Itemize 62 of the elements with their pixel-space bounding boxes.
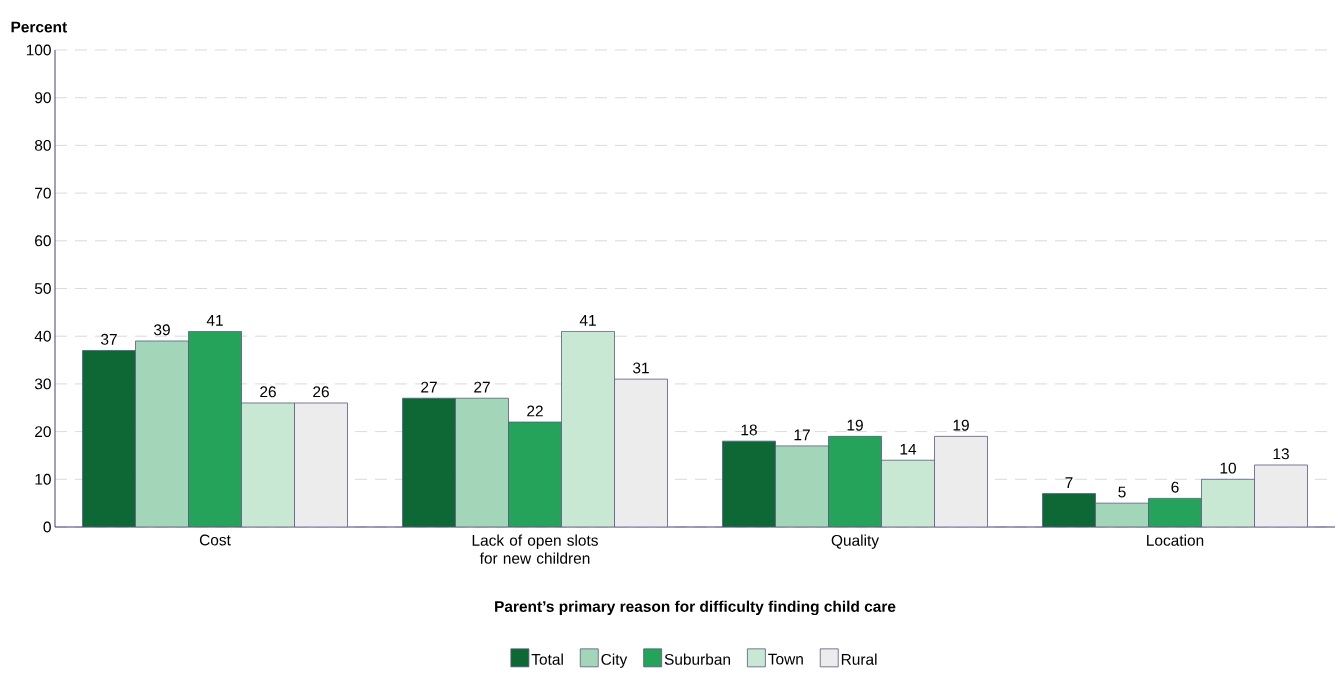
- data-label: 22: [527, 405, 543, 417]
- bar: [294, 402, 348, 527]
- y-tick-label: 30: [34, 378, 51, 390]
- y-tick-label: 0: [43, 521, 51, 533]
- y-axis-title: Percent: [11, 21, 67, 33]
- data-label: 31: [633, 362, 649, 374]
- x-axis-title: Parent’s primary reason for difficulty finding child care: [495, 600, 896, 616]
- y-tick-label: 70: [35, 187, 51, 199]
- data-label: 18: [741, 424, 757, 436]
- y-tick-label: 50: [34, 283, 51, 294]
- y-tick-label: 10: [35, 473, 51, 485]
- data-label: 41: [579, 315, 596, 326]
- data-label: 26: [313, 386, 329, 398]
- data-label: 27: [474, 381, 490, 393]
- data-label: 37: [101, 333, 117, 345]
- bar: [561, 331, 615, 527]
- bar: [722, 440, 776, 527]
- data-label: 19: [847, 419, 863, 431]
- y-tick-label: 20: [35, 426, 51, 438]
- x-tick-label: Lack of open slots for new children: [472, 534, 598, 564]
- bar: [135, 340, 189, 527]
- data-label: 41: [206, 315, 223, 326]
- y-tick-label: 80: [34, 139, 51, 151]
- data-label: 26: [260, 386, 276, 398]
- bar: [188, 331, 242, 527]
- bar: [934, 435, 988, 527]
- legend-label: Suburban: [664, 653, 730, 665]
- bar: [1148, 497, 1202, 527]
- data-label: 5: [1118, 486, 1126, 498]
- bar: [1201, 478, 1255, 527]
- data-label: 39: [154, 324, 170, 336]
- data-label: 13: [1273, 448, 1289, 460]
- bar: [241, 402, 295, 527]
- x-tick-label: Quality: [831, 534, 879, 549]
- bar: [1042, 493, 1096, 527]
- data-label: 7: [1065, 477, 1073, 488]
- data-label: 14: [900, 443, 917, 455]
- data-label: 27: [421, 381, 437, 393]
- x-tick-label: Location: [1147, 534, 1204, 546]
- y-tick-label: 100: [26, 44, 51, 56]
- y-tick-label: 40: [34, 330, 51, 342]
- bar: [508, 421, 562, 527]
- bar: [455, 397, 509, 527]
- bar: [1095, 502, 1149, 527]
- legend-label: Total: [531, 653, 563, 665]
- bar: [1254, 464, 1308, 527]
- legend-label: City: [601, 653, 628, 668]
- data-label: 10: [1220, 462, 1236, 474]
- data-label: 6: [1171, 481, 1179, 493]
- legend-label: Rural: [841, 653, 877, 665]
- bar: [402, 397, 456, 527]
- bar: [881, 459, 935, 527]
- bar: [82, 350, 136, 527]
- x-tick-label: Cost: [199, 534, 231, 546]
- legend-label: Town: [768, 653, 803, 665]
- bar: [828, 435, 882, 527]
- bar: [614, 378, 668, 527]
- data-label: 17: [794, 429, 810, 441]
- data-label: 19: [953, 419, 969, 431]
- y-tick-label: 90: [35, 92, 51, 104]
- y-tick-label: 60: [35, 235, 51, 247]
- bar: [775, 445, 829, 527]
